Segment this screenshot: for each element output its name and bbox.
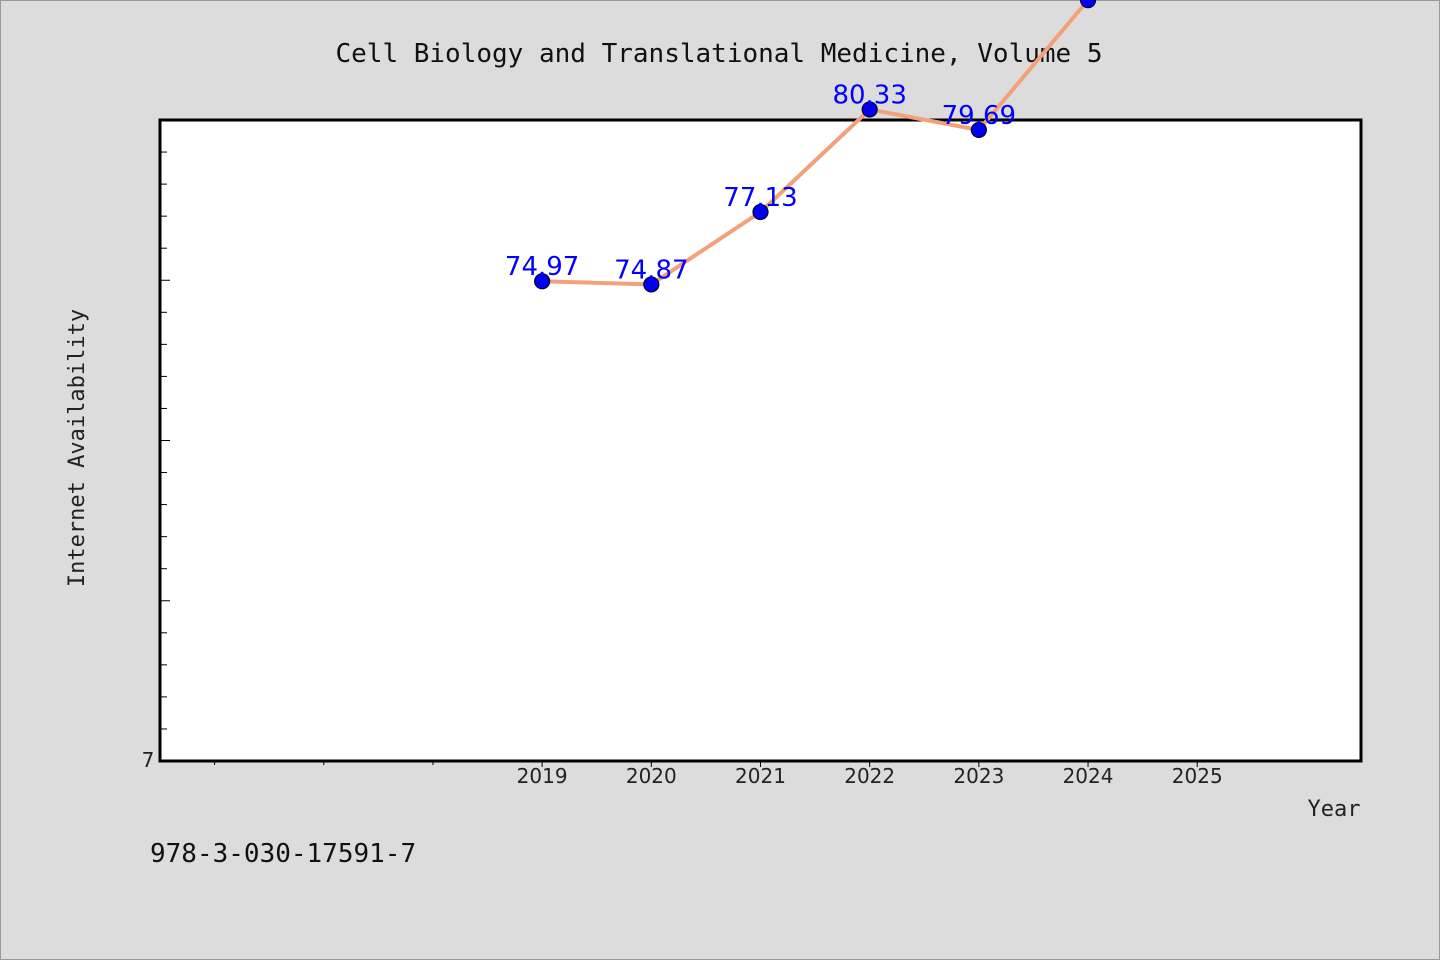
- y-axis-ticks: [160, 119, 170, 762]
- x-tick-label: 2023: [953, 764, 1004, 788]
- data-label: 74.97: [505, 252, 579, 282]
- plot-area: [158, 118, 1363, 763]
- x-tick-label: 2024: [1063, 764, 1114, 788]
- x-tick-label: 2025: [1172, 764, 1223, 788]
- x-axis-ticks: 2019 2020 2021 2022 2023 2024 2025: [214, 761, 1223, 788]
- chart-title: Cell Biology and Translational Medicine,…: [335, 39, 1102, 69]
- data-point: [534, 273, 551, 290]
- y-axis-title: Internet Availability: [65, 309, 90, 587]
- data-label: 79.69: [942, 101, 1016, 131]
- data-point: [970, 121, 987, 139]
- data-point: [861, 101, 878, 118]
- data-label: 83.74: [1051, 0, 1125, 1]
- series-layer: [534, 0, 1097, 293]
- data-label: 80.33: [832, 80, 906, 110]
- x-tick-label: 2021: [735, 764, 786, 788]
- y-tick-label: 7: [142, 748, 155, 772]
- x-tick-label: 2019: [517, 764, 568, 788]
- data-point: [1079, 0, 1097, 9]
- isbn-text: 978-3-030-17591-7: [150, 839, 416, 869]
- x-tick-label: 2022: [844, 764, 895, 788]
- x-tick-label: 2020: [626, 764, 677, 788]
- data-point: [643, 276, 660, 293]
- x-axis-title: Year: [1308, 797, 1361, 822]
- data-label: 77.13: [723, 183, 797, 213]
- data-point: [752, 203, 769, 221]
- data-label: 74.87: [614, 255, 688, 285]
